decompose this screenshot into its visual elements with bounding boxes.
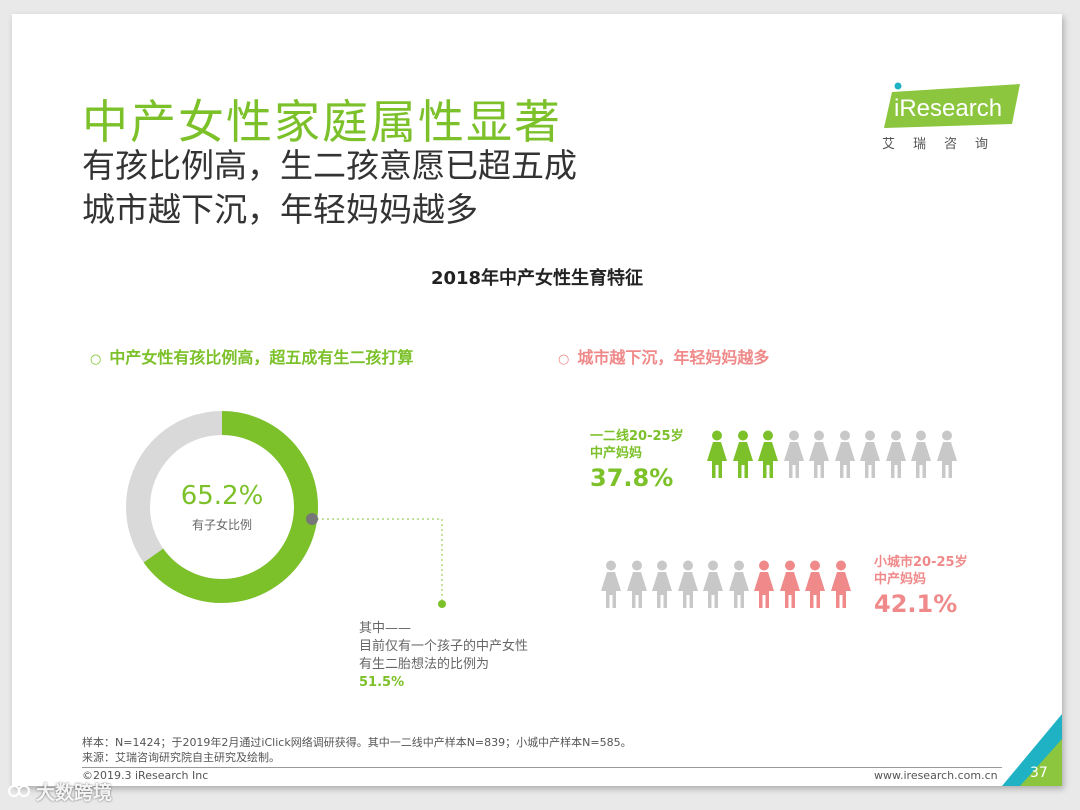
slide: 中产女性家庭属性显著 有孩比例高，生二孩意愿已超五成 城市越下沉，年轻妈妈越多 … bbox=[12, 14, 1062, 786]
section-heading-right: ○ 城市越下沉，年轻妈妈越多 bbox=[558, 344, 769, 368]
subtitle-line-1: 有孩比例高，生二孩意愿已超五成 bbox=[82, 146, 577, 185]
donut-center-label: 有子女比例 bbox=[191, 518, 252, 532]
footnote: 样本：N=1424；于2019年2月通过iClick网络调研获得。其中一二线中产… bbox=[82, 735, 632, 765]
note-line-2: 目前仅有一个孩子的中产女性 bbox=[359, 639, 529, 654]
tier12-woman-icon-10 bbox=[936, 430, 957, 478]
note-line-1: 其中—— bbox=[359, 621, 412, 636]
second-child-note: 其中—— 目前仅有一个孩子的中产女性 有生二胎想法的比例为 51.5% bbox=[359, 620, 528, 692]
tier12-woman-icon-8 bbox=[885, 430, 906, 478]
group-label-small-city: 小城市20-25岁 中产妈妈 42.1% bbox=[874, 554, 968, 620]
page-number: 37 bbox=[1030, 765, 1048, 781]
logo-dot bbox=[894, 82, 902, 90]
small-city-woman-icon-7 bbox=[754, 560, 774, 608]
corner-green-shape bbox=[1020, 739, 1062, 786]
small-city-woman-icon-2 bbox=[626, 560, 647, 608]
chart-title: 2018年中产女性生育特征 bbox=[430, 268, 644, 289]
group-value-small-city: 42.1% bbox=[874, 590, 958, 618]
small-city-woman-icon-8 bbox=[779, 560, 800, 608]
group-label-tier12-line-1: 一二线20-25岁 bbox=[590, 429, 684, 444]
small-city-woman-icon-10 bbox=[830, 560, 851, 608]
footer-divider bbox=[82, 767, 1002, 768]
logo-cn-text: 艾瑞咨询 bbox=[882, 137, 1007, 152]
tier12-woman-icon-1 bbox=[707, 430, 727, 478]
tier12-woman-icon-2 bbox=[732, 430, 753, 478]
tier12-woman-icon-3 bbox=[758, 430, 778, 478]
website-link[interactable]: www.iresearch.com.cn bbox=[874, 769, 998, 782]
section-heading-right-text: 城市越下沉，年轻妈妈越多 bbox=[577, 348, 770, 367]
iresearch-logo: iResearch 艾瑞咨询 bbox=[874, 78, 1024, 152]
watermark-logo-icon bbox=[8, 782, 30, 804]
small-city-woman-icon-3 bbox=[652, 560, 672, 608]
group-label-tier12: 一二线20-25岁 中产妈妈 37.8% bbox=[590, 428, 684, 494]
donut-center-value: 65.2% bbox=[180, 481, 264, 511]
bullet-icon: ○ bbox=[90, 352, 102, 367]
small-city-woman-icon-9 bbox=[805, 560, 825, 608]
small-city-woman-icon-1 bbox=[601, 560, 621, 608]
logo-mark: iResearch bbox=[884, 82, 1020, 128]
footnote-sample: 样本：N=1424；于2019年2月通过iClick网络调研获得。其中一二线中产… bbox=[82, 736, 632, 749]
tier12-woman-icon-4 bbox=[783, 430, 804, 478]
donut-chart bbox=[126, 411, 446, 608]
watermark-text: 大数跨境 bbox=[36, 782, 113, 804]
copyright: ©2019.3 iResearch Inc bbox=[82, 769, 209, 782]
small-city-woman-icon-4 bbox=[677, 560, 698, 608]
footnote-source: 来源：艾瑞咨询研究院自主研究及绘制。 bbox=[82, 751, 280, 764]
section-heading-left-text: 中产女性有孩比例高，超五成有生二孩打算 bbox=[109, 348, 414, 367]
group-label-small-city-line-2: 中产妈妈 bbox=[874, 572, 927, 587]
tier12-woman-icon-5 bbox=[809, 430, 829, 478]
page-corner-graphic bbox=[1002, 714, 1062, 786]
group-label-tier12-line-2: 中产妈妈 bbox=[590, 446, 643, 461]
section-heading-left: ○ 中产女性有孩比例高，超五成有生二孩打算 bbox=[90, 344, 413, 368]
logo-brand-text: iResearch bbox=[894, 95, 1002, 122]
logo-banner-shape bbox=[884, 84, 1020, 128]
note-line-3: 有生二胎想法的比例为 bbox=[359, 657, 490, 672]
bullet-icon: ○ bbox=[558, 352, 570, 367]
leader-start-dot bbox=[306, 513, 318, 525]
watermark: 大数跨境 bbox=[8, 778, 112, 805]
group-label-small-city-line-1: 小城市20-25岁 bbox=[874, 555, 968, 570]
subtitle-line-2: 城市越下沉，年轻妈妈越多 bbox=[82, 190, 478, 229]
small-city-woman-icon-5 bbox=[703, 560, 723, 608]
tier12-woman-icon-7 bbox=[860, 430, 880, 478]
annotation-leader-line bbox=[312, 518, 443, 604]
group-value-tier12: 37.8% bbox=[590, 464, 674, 492]
tier12-woman-icon-6 bbox=[834, 430, 855, 478]
leader-end-dot bbox=[438, 600, 446, 608]
small-city-woman-icon-6 bbox=[728, 560, 749, 608]
note-value: 51.5% bbox=[359, 675, 405, 690]
tier12-woman-icon-9 bbox=[911, 430, 931, 478]
page-title: 中产女性家庭属性显著 bbox=[82, 95, 562, 149]
donut-slice-children bbox=[143, 411, 318, 603]
page-subtitle: 有孩比例高，生二孩意愿已超五成 城市越下沉，年轻妈妈越多 bbox=[82, 144, 577, 232]
